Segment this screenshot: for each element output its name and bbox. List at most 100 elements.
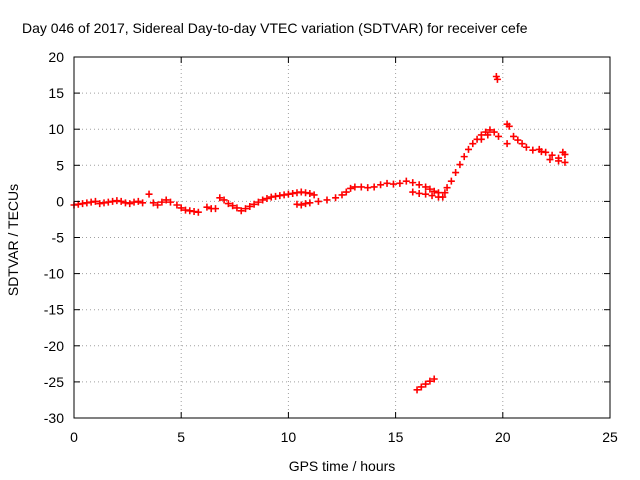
data-point bbox=[126, 200, 134, 208]
y-tick-label: -30 bbox=[44, 410, 64, 426]
data-point bbox=[212, 205, 220, 213]
data-point bbox=[490, 128, 498, 136]
data-point bbox=[409, 179, 417, 187]
data-point bbox=[254, 198, 262, 206]
data-point bbox=[220, 196, 228, 204]
y-tick-label: 0 bbox=[56, 193, 64, 209]
y-tick-label: -10 bbox=[44, 266, 64, 282]
data-point bbox=[484, 131, 492, 139]
data-point bbox=[242, 205, 250, 213]
data-point bbox=[505, 122, 513, 130]
y-tick-label: 5 bbox=[56, 157, 64, 173]
data-point bbox=[224, 200, 232, 208]
data-point bbox=[177, 204, 185, 212]
data-point bbox=[310, 191, 318, 199]
data-point bbox=[364, 184, 372, 192]
data-point bbox=[477, 135, 485, 143]
data-point bbox=[347, 184, 355, 192]
data-point bbox=[441, 189, 449, 197]
x-axis-label: GPS time / hours bbox=[289, 458, 396, 474]
x-tick-label: 15 bbox=[388, 429, 404, 445]
data-point bbox=[162, 196, 170, 204]
data-point bbox=[263, 195, 271, 203]
data-point bbox=[460, 153, 468, 161]
data-point bbox=[246, 202, 254, 210]
data-point bbox=[216, 194, 224, 202]
data-point bbox=[522, 143, 530, 151]
data-point bbox=[259, 196, 267, 204]
y-tick-label: -15 bbox=[44, 302, 64, 318]
data-point bbox=[537, 148, 545, 156]
data-point bbox=[383, 179, 391, 187]
x-tick-label: 20 bbox=[495, 429, 511, 445]
data-point bbox=[413, 386, 421, 394]
data-point bbox=[91, 197, 99, 205]
data-points bbox=[70, 72, 569, 394]
data-point bbox=[415, 189, 423, 197]
data-point bbox=[117, 197, 125, 205]
data-point bbox=[430, 187, 438, 195]
data-point bbox=[510, 132, 518, 140]
data-point bbox=[139, 199, 147, 207]
data-point bbox=[430, 375, 438, 383]
data-point bbox=[546, 156, 554, 164]
data-point bbox=[486, 126, 494, 134]
data-point bbox=[351, 183, 359, 191]
data-point bbox=[166, 198, 174, 206]
data-point bbox=[452, 169, 460, 177]
data-point bbox=[233, 204, 241, 212]
y-axis-label: SDTVAR / TECUs bbox=[5, 184, 21, 296]
data-point bbox=[495, 132, 503, 140]
y-tick-label: -20 bbox=[44, 338, 64, 354]
data-point bbox=[194, 208, 202, 216]
data-point bbox=[555, 157, 563, 165]
data-point bbox=[561, 150, 569, 158]
data-point bbox=[173, 201, 181, 209]
data-point bbox=[134, 197, 142, 205]
data-point bbox=[422, 190, 430, 198]
data-point bbox=[493, 75, 501, 83]
data-point bbox=[426, 377, 434, 385]
data-point bbox=[237, 207, 245, 215]
data-point bbox=[469, 140, 477, 148]
x-tick-label: 5 bbox=[177, 429, 185, 445]
axes: 0 5 10 15 20 25 -30 -25 -20 -15 -10 -5 0 5 10 15 20 bbox=[44, 49, 618, 445]
data-point bbox=[306, 199, 314, 207]
x-tick-label: 10 bbox=[281, 429, 297, 445]
data-point bbox=[548, 151, 556, 159]
data-point bbox=[357, 183, 365, 191]
grid bbox=[74, 57, 610, 418]
data-point bbox=[415, 181, 423, 189]
data-point bbox=[323, 196, 331, 204]
data-point bbox=[422, 380, 430, 388]
data-point bbox=[306, 189, 314, 197]
data-point bbox=[439, 193, 447, 201]
data-point bbox=[377, 181, 385, 189]
data-point bbox=[456, 161, 464, 169]
y-tick-label: 20 bbox=[48, 49, 64, 65]
x-tick-label: 25 bbox=[602, 429, 618, 445]
data-point bbox=[370, 183, 378, 191]
data-point bbox=[154, 201, 162, 209]
data-point bbox=[149, 199, 157, 207]
data-point bbox=[314, 197, 322, 205]
data-point bbox=[158, 198, 166, 206]
data-point bbox=[409, 188, 417, 196]
data-point bbox=[389, 180, 397, 188]
data-point bbox=[402, 177, 410, 185]
data-point bbox=[250, 200, 258, 208]
data-point bbox=[338, 191, 346, 199]
data-point bbox=[529, 146, 537, 154]
data-point bbox=[447, 177, 455, 185]
data-point bbox=[342, 188, 350, 196]
data-point bbox=[417, 383, 425, 391]
data-point bbox=[229, 202, 237, 210]
data-point bbox=[428, 192, 436, 200]
data-point bbox=[422, 183, 430, 191]
data-point bbox=[145, 190, 153, 198]
data-point bbox=[396, 179, 404, 187]
y-tick-label: 10 bbox=[48, 121, 64, 137]
data-point bbox=[514, 136, 522, 144]
data-point bbox=[332, 194, 340, 202]
